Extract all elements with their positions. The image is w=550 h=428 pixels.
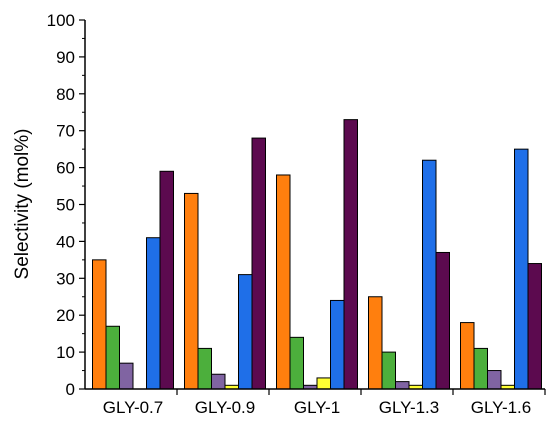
bar	[105, 325, 120, 390]
x-tick-label: GLY-1.6	[471, 398, 532, 417]
bar	[527, 263, 542, 390]
bar	[460, 322, 475, 390]
bar	[473, 347, 488, 390]
bar	[211, 373, 226, 390]
y-tick-label: 10	[56, 343, 75, 362]
bar	[146, 237, 161, 390]
y-tick-label: 60	[56, 159, 75, 178]
bar	[381, 351, 396, 390]
y-tick-label: 40	[56, 232, 75, 251]
y-tick-label: 70	[56, 122, 75, 141]
y-tick-label: 90	[56, 48, 75, 67]
bar	[238, 274, 253, 390]
bar	[514, 148, 529, 390]
y-ticks-layer: 0 10 20 30 40 50 60 70 80 90 100	[47, 11, 85, 399]
bar	[184, 192, 199, 390]
x-tick-label: GLY-0.9	[195, 398, 256, 417]
bar	[92, 259, 107, 390]
bar	[276, 174, 291, 390]
bar	[197, 347, 212, 390]
x-ticks-layer: GLY-0.7 GLY-0.9 GLY-1 GLY-1.3 GLY-1.6	[103, 389, 546, 417]
bar	[330, 299, 345, 390]
y-tick-label: 0	[66, 380, 75, 399]
bar	[316, 377, 331, 390]
x-tick-label: GLY-1	[294, 398, 340, 417]
bar	[368, 296, 383, 390]
y-tick-label: 80	[56, 85, 75, 104]
y-tick-label: 50	[56, 196, 75, 215]
bar	[435, 251, 450, 390]
bar	[251, 137, 266, 390]
bar	[487, 370, 502, 390]
bar	[422, 159, 437, 390]
x-tick-label: GLY-1.3	[379, 398, 440, 417]
y-axis-title: Selectivity (mol%)	[12, 129, 33, 280]
bar	[395, 381, 410, 390]
y-tick-label: 100	[47, 11, 75, 30]
y-tick-label: 30	[56, 269, 75, 288]
x-tick-label: GLY-0.7	[103, 398, 164, 417]
bar	[289, 336, 304, 390]
bar	[343, 119, 358, 390]
bar	[119, 362, 134, 390]
y-tick-label: 20	[56, 306, 75, 325]
bar	[159, 170, 174, 390]
bars-layer	[92, 119, 542, 390]
